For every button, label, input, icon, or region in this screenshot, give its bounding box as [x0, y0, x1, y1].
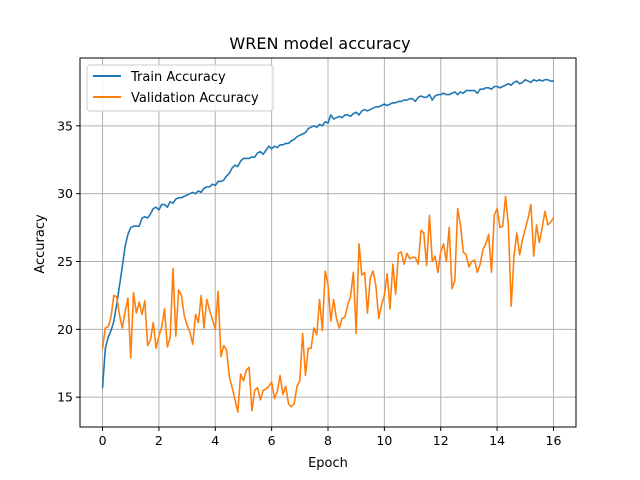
x-tick-label: 14	[489, 433, 505, 448]
x-axis-label: Epoch	[308, 456, 348, 471]
y-tick-label: 25	[57, 254, 73, 269]
x-tick-label: 10	[376, 433, 392, 448]
legend-label-train: Train Accuracy	[130, 70, 226, 85]
validation-accuracy-line	[101, 195, 555, 413]
x-tick-label: 0	[99, 433, 107, 448]
legend-box	[86, 64, 274, 112]
x-tick-label: 6	[268, 433, 276, 448]
grid-layer	[80, 58, 576, 427]
x-tick-label: 2	[155, 433, 163, 448]
series-layer	[101, 78, 555, 413]
x-tick-label: 4	[211, 433, 219, 448]
x-tick-label: 12	[433, 433, 449, 448]
legend-label-validation: Validation Accuracy	[131, 91, 259, 106]
y-tick-label: 20	[57, 322, 73, 337]
y-tick-label: 15	[57, 390, 73, 405]
tick-layer: 0 2 4 6 8 10 12 14 16 15 20 25 30 35	[57, 118, 561, 448]
train-accuracy-line	[101, 78, 555, 389]
chart-title: WREN model accuracy	[229, 34, 410, 53]
y-axis-label: Accuracy	[33, 214, 48, 274]
x-tick-label: 8	[324, 433, 332, 448]
y-tick-label: 30	[57, 186, 73, 201]
y-tick-label: 35	[57, 118, 73, 133]
x-tick-label: 16	[546, 433, 562, 448]
legend: Train Accuracy Validation Accuracy	[86, 64, 274, 112]
